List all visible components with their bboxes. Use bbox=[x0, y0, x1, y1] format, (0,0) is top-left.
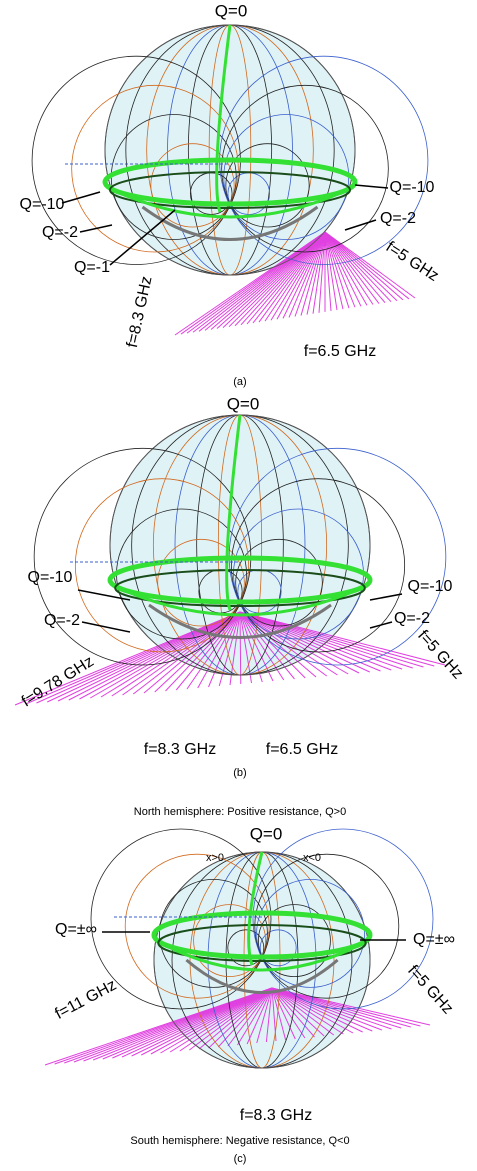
smith-sphere bbox=[45, 829, 433, 1068]
label: f=8.3 GHz bbox=[240, 1107, 312, 1124]
label: Q=-2 bbox=[42, 224, 78, 241]
label: f=8.3 GHz bbox=[144, 741, 216, 758]
fan-line bbox=[325, 232, 367, 305]
label: f=6.5 GHz bbox=[304, 343, 376, 360]
label: Q=-2 bbox=[394, 610, 430, 627]
caption: (c) bbox=[234, 1153, 247, 1165]
caption: (a) bbox=[233, 376, 246, 388]
label: Q=0 bbox=[250, 824, 283, 843]
label: f=5 GHz bbox=[414, 627, 466, 682]
label: Q=-1 bbox=[74, 259, 110, 276]
label: Q=±∞ bbox=[413, 931, 455, 948]
fan-line bbox=[325, 232, 391, 302]
note: South hemisphere: Negative resistance, Q… bbox=[130, 1135, 349, 1147]
label: Q=-10 bbox=[390, 179, 435, 196]
arrow bbox=[370, 622, 392, 628]
label: f=5 GHz bbox=[404, 962, 456, 1017]
label: Q=-2 bbox=[44, 612, 80, 629]
arrow bbox=[345, 220, 376, 230]
fan-line bbox=[325, 232, 373, 304]
smith-sphere bbox=[32, 25, 428, 335]
label: f=8.3 GHz bbox=[124, 275, 156, 349]
arrow bbox=[355, 185, 388, 188]
arrow bbox=[82, 622, 130, 632]
arrow bbox=[62, 192, 100, 203]
arrow bbox=[370, 594, 402, 600]
label: f=6.5 GHz bbox=[266, 741, 338, 758]
label: f=11 GHz bbox=[52, 977, 119, 1023]
label: Q=-2 bbox=[380, 210, 416, 227]
arrow bbox=[80, 225, 112, 232]
caption: (b) bbox=[233, 767, 246, 779]
figure: Q=0Q=-10Q=-2Q=-1Q=-10Q=-2f=5 GHzf=8.3 GH… bbox=[0, 0, 477, 1171]
label: Q=-10 bbox=[28, 569, 73, 586]
label: Q=-10 bbox=[20, 196, 65, 213]
label: x>0 bbox=[206, 852, 224, 864]
label: Q=±∞ bbox=[55, 921, 97, 938]
label: Q=0 bbox=[227, 394, 260, 413]
note: North hemisphere: Positive resistance, Q… bbox=[134, 806, 346, 818]
label: Q=-10 bbox=[408, 578, 453, 595]
label: f=5 GHz bbox=[383, 239, 442, 285]
label: x<0 bbox=[303, 852, 321, 864]
label: Q=0 bbox=[215, 1, 248, 20]
